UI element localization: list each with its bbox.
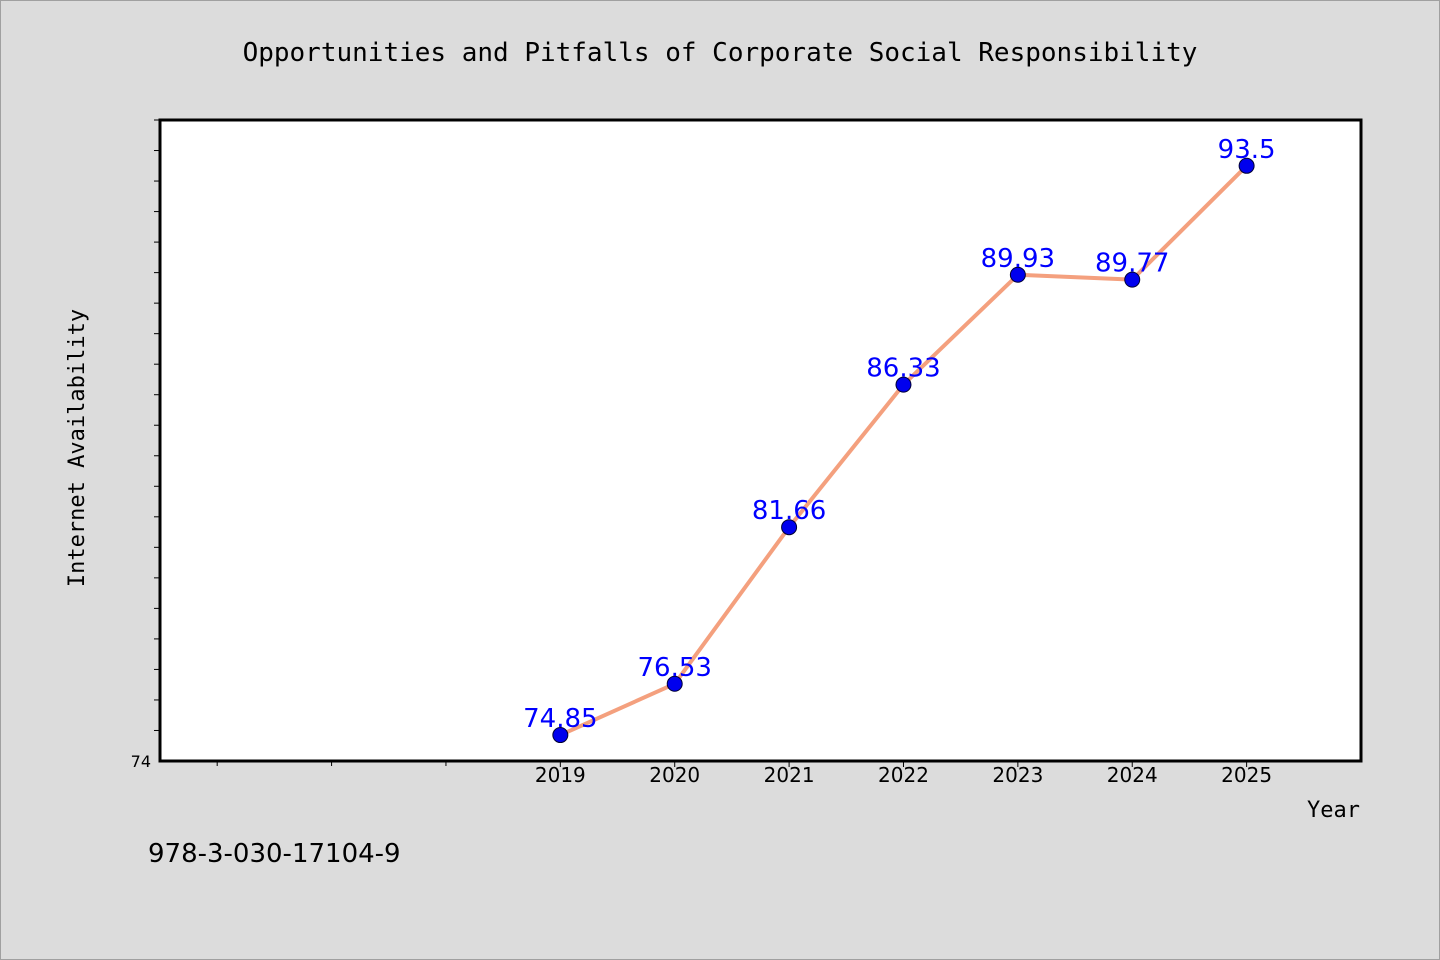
data-label-2024: 89.77 (1095, 249, 1169, 279)
data-label-2023: 89.93 (981, 244, 1055, 274)
data-point-2023 (1009, 266, 1026, 283)
x-axis-minor-ticks (216, 762, 447, 766)
footer-isbn: 978-3-030-17104-9 (148, 839, 401, 869)
data-label-2022: 86.33 (866, 354, 940, 384)
y-axis-ticks (154, 119, 160, 731)
x-tick-label-2019: 2019 (535, 763, 586, 787)
x-tick-label-2024: 2024 (1107, 763, 1158, 787)
series-group: 74.85 76.53 81.66 86.33 89.93 89.77 93.5 (523, 135, 1276, 744)
data-point-2019 (552, 727, 569, 744)
data-point-2024 (1124, 271, 1141, 288)
x-axis-label: Year (1307, 798, 1360, 823)
x-tick-label-2022: 2022 (878, 763, 929, 787)
data-label-2020: 76.53 (637, 653, 711, 683)
x-tick-label-2025: 2025 (1221, 763, 1272, 787)
x-tick-label-2021: 2021 (764, 763, 815, 787)
y-tick-label-74: 74 (131, 752, 151, 771)
data-label-2019: 74.85 (523, 704, 597, 734)
x-tick-label-2023: 2023 (992, 763, 1043, 787)
data-point-2022 (895, 376, 912, 393)
data-point-2020 (666, 675, 683, 692)
y-axis-label: Internet Availability (65, 309, 90, 587)
data-point-2025 (1238, 157, 1255, 174)
x-axis-tick-labels: 2019 2020 2021 2022 2023 2024 2025 (535, 762, 1272, 787)
data-label-2025: 93.5 (1218, 135, 1276, 165)
chart-title: Opportunities and Pitfalls of Corporate … (243, 38, 1198, 68)
data-point-2021 (781, 519, 798, 536)
plot-area (158, 118, 1363, 763)
x-tick-label-2020: 2020 (649, 763, 700, 787)
data-label-2021: 81.66 (752, 496, 826, 526)
